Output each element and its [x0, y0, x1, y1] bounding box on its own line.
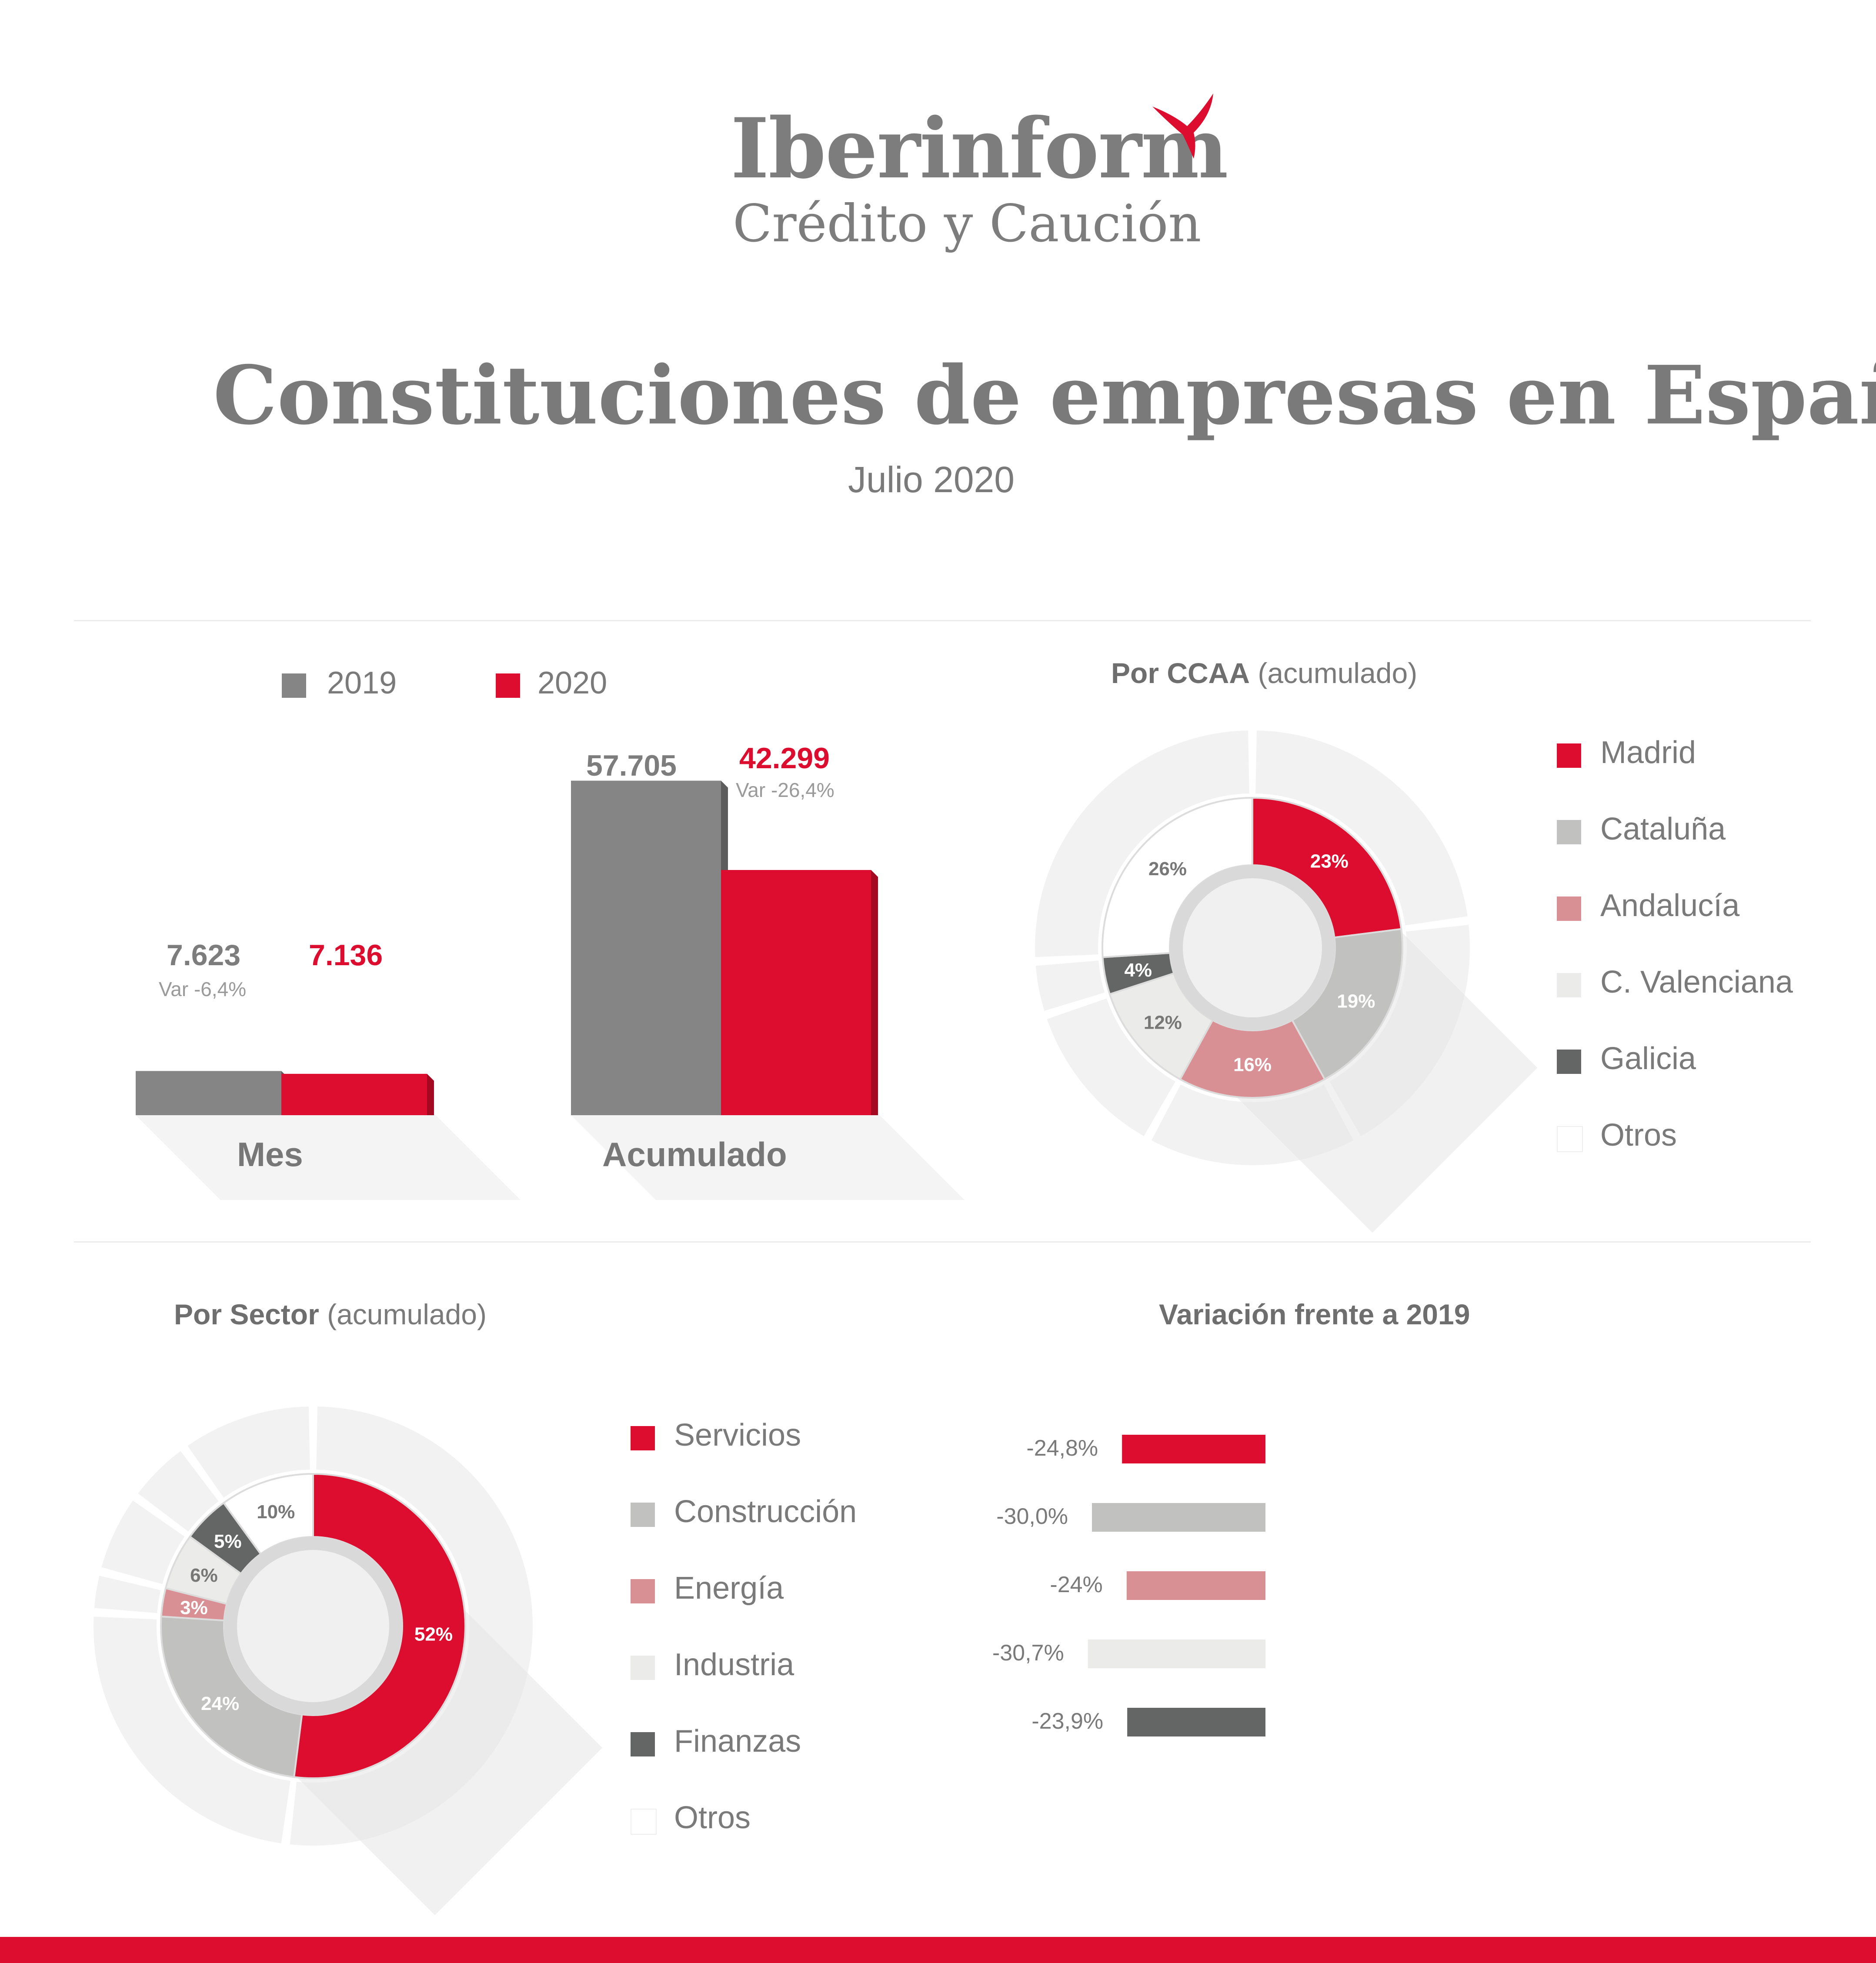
variation-label-3: -30,7% — [992, 1640, 1064, 1666]
category-label-mes: Mes — [237, 1135, 303, 1173]
slice-label-2: 3% — [180, 1597, 208, 1619]
outer-ring-3 — [101, 1500, 185, 1584]
sector-legend-label-4: Finanzas — [674, 1724, 801, 1759]
mes-2020-value: 7.136 — [309, 939, 383, 972]
bar-chart — [136, 780, 965, 1200]
variation-chart: -24,8% -30,0% -24% -30,7% -23,9% — [992, 1435, 1265, 1736]
sector-legend-label-0: Servicios — [674, 1418, 801, 1453]
slice-label-1: 19% — [1337, 990, 1375, 1012]
legend-label-2019: 2019 — [327, 666, 397, 700]
variation-label-4: -23,9% — [1031, 1709, 1103, 1734]
sector-legend: Servicios Construcción Energía Industria Fin… — [631, 1418, 935, 1856]
ccaa-legend-swatch-4 — [1557, 1050, 1581, 1074]
bar-shadow-0 — [136, 1115, 521, 1200]
slice-label-0: 52% — [414, 1623, 453, 1645]
bar-shadow-1 — [571, 1115, 965, 1200]
ccaa-legend-label-3: C. Valenciana — [1600, 965, 1793, 1000]
ccaa-donut-chart: 23% 19% 16% 12% 4% 26% — [1035, 730, 1538, 1233]
slice-label-3: 6% — [190, 1565, 218, 1586]
variation-bar-industria — [1088, 1640, 1265, 1668]
variation-bar-energía — [1126, 1571, 1265, 1600]
slice-label-4: 4% — [1124, 960, 1152, 981]
acum-variation: Var -26,4% — [736, 779, 835, 801]
sector-donut-chart: 52% 24% 3% 6% 5% 10% — [93, 1406, 602, 1915]
slice-label-5: 26% — [1148, 858, 1187, 880]
acum-2019-value: 57.705 — [586, 749, 677, 782]
sector-title-rest: (acumulado) — [319, 1298, 487, 1330]
donut-hub — [237, 1550, 389, 1702]
logo-mark-icon — [1152, 93, 1213, 159]
ccaa-legend-swatch-3 — [1557, 973, 1581, 997]
divider-middle — [74, 1241, 1811, 1243]
slice-label-1: 24% — [201, 1693, 239, 1714]
sector-legend-swatch-3 — [631, 1656, 655, 1680]
ccaa-legend-label-5: Otros — [1600, 1118, 1677, 1153]
ccaa-legend-label-0: Madrid — [1600, 735, 1696, 770]
ccaa-legend-swatch-0 — [1557, 743, 1581, 768]
sector-legend-swatch-2 — [631, 1579, 655, 1603]
acum-2020-value: 42.299 — [739, 742, 830, 775]
logo-word: Iberinform — [731, 100, 1228, 197]
logo-subtitle: Crédito y Caución — [733, 193, 1202, 253]
bar-2020-mes — [281, 1073, 427, 1115]
legend-swatch-2019 — [282, 673, 306, 698]
ccaa-legend-label-1: Cataluña — [1600, 812, 1726, 847]
sector-legend-label-5: Otros — [674, 1800, 751, 1835]
slice-label-4: 5% — [214, 1531, 242, 1552]
sector-legend-swatch-1 — [631, 1503, 655, 1527]
sector-legend-swatch-4 — [631, 1732, 655, 1756]
ccaa-title: Por CCAA (acumulado) — [1111, 657, 1417, 690]
ccaa-legend-swatch-1 — [1557, 820, 1581, 844]
ccaa-legend-label-4: Galicia — [1600, 1041, 1696, 1076]
variation-bar-construcción — [1092, 1503, 1265, 1532]
slice-label-5: 10% — [257, 1501, 295, 1523]
sector-legend-label-3: Industria — [674, 1647, 794, 1682]
sector-legend-swatch-5 — [631, 1809, 657, 1835]
ccaa-legend-swatch-5 — [1557, 1126, 1583, 1152]
mes-2019-value: 7.623 — [167, 939, 241, 972]
legend-label-2020: 2020 — [537, 666, 608, 700]
ccaa-legend-label-2: Andalucía — [1600, 888, 1740, 923]
bar-side-2020-acumulado — [871, 870, 878, 1115]
page-subtitle: Julio 2020 — [848, 459, 1015, 500]
outer-ring-4 — [138, 1451, 219, 1532]
outer-ring-4 — [1035, 960, 1105, 1011]
logo: Iberinform — [731, 100, 1228, 197]
category-label-acumulado: Acumulado — [602, 1135, 787, 1173]
bar-2019-mes — [136, 1071, 281, 1115]
outer-ring-5 — [1035, 730, 1249, 957]
bar-side-2020-mes — [427, 1073, 434, 1115]
variation-bar-servicios — [1122, 1435, 1265, 1463]
outer-ring-5 — [187, 1406, 310, 1498]
variation-title: Variación frente a 2019 — [1159, 1298, 1470, 1330]
outer-ring-3 — [1047, 998, 1175, 1136]
slice-label-0: 23% — [1310, 850, 1349, 872]
footer-bar — [0, 1937, 1876, 1963]
sector-legend-label-2: Energía — [674, 1571, 784, 1606]
ccaa-title-rest: (acumulado) — [1250, 657, 1418, 689]
mes-variation: Var -6,4% — [159, 978, 247, 1000]
variation-label-2: -24% — [1050, 1572, 1102, 1597]
sector-title-bold: Por Sector — [174, 1298, 319, 1330]
sector-legend-label-1: Construcción — [674, 1494, 857, 1529]
slice-label-3: 12% — [1144, 1012, 1182, 1033]
variation-label-1: -30,0% — [996, 1504, 1068, 1529]
divider-top — [74, 620, 1811, 621]
outer-ring-1 — [93, 1616, 290, 1843]
page-title: Constituciones de empresas en España — [213, 348, 1876, 443]
ccaa-legend: Madrid Cataluña Andalucía C. Valenciana Gali… — [1557, 735, 1861, 1174]
bar-2020-acumulado — [721, 870, 871, 1115]
ccaa-legend-swatch-2 — [1557, 897, 1581, 921]
legend-swatch-2020 — [496, 673, 520, 698]
slice-label-2: 16% — [1233, 1054, 1272, 1076]
bar-2019-acumulado — [571, 780, 721, 1115]
variation-bar-finanzas — [1127, 1708, 1265, 1736]
variation-label-0: -24,8% — [1026, 1436, 1098, 1461]
donut-hub — [1183, 878, 1322, 1017]
ccaa-title-bold: Por CCAA — [1111, 657, 1250, 689]
outer-ring-0 — [1255, 730, 1468, 926]
sector-legend-swatch-0 — [631, 1426, 655, 1450]
sector-title: Por Sector (acumulado) — [174, 1298, 487, 1331]
outer-ring-2 — [94, 1576, 161, 1613]
